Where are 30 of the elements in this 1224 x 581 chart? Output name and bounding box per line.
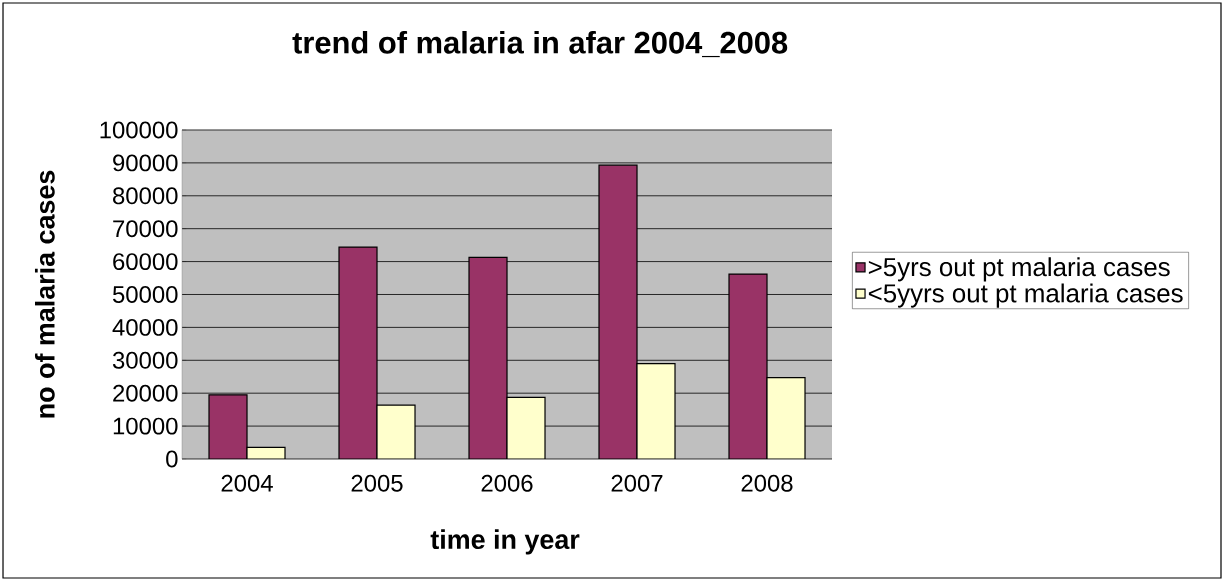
- y-tick-label: 90000: [113, 154, 178, 172]
- y-tick-label: 10000: [113, 417, 178, 435]
- y-axis-title: no of malaria cases: [34, 170, 55, 418]
- y-tick-label: 20000: [113, 384, 178, 402]
- bar: [468, 256, 508, 459]
- bar: [598, 164, 638, 459]
- x-tick-label: 2005: [351, 474, 403, 492]
- bar: [506, 396, 546, 459]
- bar: [766, 377, 806, 459]
- x-tick-label: 2004: [221, 474, 273, 492]
- y-tick-label: 0: [166, 450, 178, 468]
- y-tick-label: 60000: [113, 253, 178, 271]
- x-tick-label: 2008: [741, 474, 793, 492]
- y-tick-label: 70000: [113, 220, 178, 238]
- y-tick-label: 50000: [112, 286, 178, 303]
- bar: [208, 394, 248, 459]
- y-tick-label: 80000: [113, 187, 178, 205]
- bar: [636, 362, 676, 459]
- y-tick-label: 40000: [112, 318, 178, 336]
- bar: [338, 246, 378, 459]
- x-tick-label: 2006: [481, 474, 533, 492]
- legend-label: >5yrs out pt malaria cases: [868, 257, 1170, 282]
- chart-title: trend of malaria in afar 2004_2008: [292, 30, 788, 58]
- y-tick-label: 100000: [100, 121, 178, 139]
- bar: [376, 404, 416, 459]
- y-tick-label: 30000: [112, 351, 178, 369]
- x-axis-title: time in year: [430, 529, 580, 555]
- bar: [728, 273, 768, 459]
- x-tick-label: 2007: [611, 474, 663, 492]
- legend-label: <5yyrs out pt malaria cases: [868, 283, 1183, 308]
